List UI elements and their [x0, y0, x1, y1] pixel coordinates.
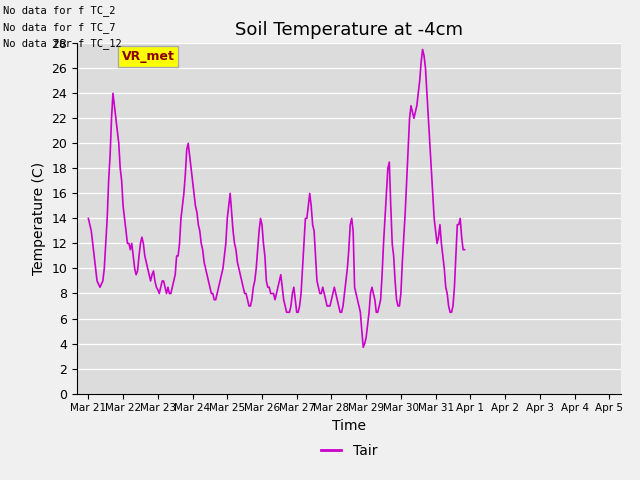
- Text: No data for f TC_12: No data for f TC_12: [3, 38, 122, 49]
- Legend: Tair: Tair: [315, 439, 383, 464]
- Text: No data for f TC_2: No data for f TC_2: [3, 5, 116, 16]
- Text: No data for f TC_7: No data for f TC_7: [3, 22, 116, 33]
- Y-axis label: Temperature (C): Temperature (C): [31, 162, 45, 275]
- Text: VR_met: VR_met: [122, 50, 175, 63]
- Title: Soil Temperature at -4cm: Soil Temperature at -4cm: [235, 21, 463, 39]
- X-axis label: Time: Time: [332, 419, 366, 433]
